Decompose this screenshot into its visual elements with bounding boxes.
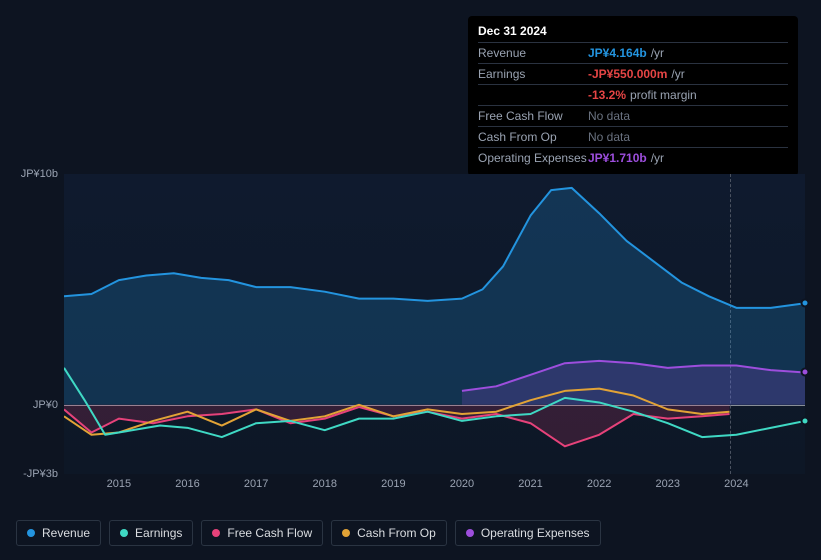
- tooltip-label: Earnings: [478, 67, 588, 81]
- legend-item-cash_from_op[interactable]: Cash From Op: [331, 520, 447, 546]
- y-tick-label: JP¥10b: [21, 168, 58, 180]
- tooltip-unit: profit margin: [630, 88, 697, 102]
- tooltip-value: JP¥4.164b: [588, 46, 647, 60]
- plot-area[interactable]: [64, 174, 805, 474]
- series-end-marker: [801, 368, 810, 377]
- x-tick-label: 2017: [244, 478, 268, 490]
- tooltip-value: -13.2%: [588, 88, 626, 102]
- x-tick-label: 2015: [107, 478, 131, 490]
- tooltip-unit: /yr: [671, 67, 684, 81]
- x-tick-label: 2016: [175, 478, 199, 490]
- series-end-marker: [801, 299, 810, 308]
- chart-legend: Revenue Earnings Free Cash Flow Cash From O…: [16, 520, 601, 546]
- legend-dot-icon: [27, 529, 35, 537]
- chart-svg: [64, 174, 805, 474]
- tooltip-row: Earnings-JP¥550.000m/yr: [478, 63, 788, 84]
- y-tick-label: JP¥0: [33, 399, 58, 411]
- x-tick-label: 2018: [312, 478, 336, 490]
- tooltip-label: Revenue: [478, 46, 588, 60]
- legend-label: Free Cash Flow: [227, 526, 312, 540]
- x-tick-label: 2022: [587, 478, 611, 490]
- legend-label: Revenue: [42, 526, 90, 540]
- chart-tooltip: Dec 31 2024 RevenueJP¥4.164b/yrEarnings-…: [468, 16, 798, 176]
- y-tick-label: -JP¥3b: [23, 468, 58, 480]
- financials-chart: JP¥10b JP¥0 -JP¥3b 2015 2016 2017 2018 2019 202…: [16, 160, 805, 515]
- tooltip-row: Free Cash FlowNo data: [478, 105, 788, 126]
- legend-label: Cash From Op: [357, 526, 436, 540]
- tooltip-nodata: No data: [588, 130, 630, 144]
- tooltip-label: Cash From Op: [478, 130, 588, 144]
- y-axis-labels: JP¥10b JP¥0 -JP¥3b: [16, 160, 64, 480]
- x-axis-labels: 2015 2016 2017 2018 2019 2020 2021 2022 2023 2024: [64, 478, 805, 498]
- legend-item-operating_expenses[interactable]: Operating Expenses: [455, 520, 601, 546]
- legend-dot-icon: [466, 529, 474, 537]
- x-tick-label: 2024: [724, 478, 748, 490]
- legend-dot-icon: [212, 529, 220, 537]
- tooltip-value: -JP¥550.000m: [588, 67, 667, 81]
- x-tick-label: 2023: [656, 478, 680, 490]
- x-tick-label: 2020: [450, 478, 474, 490]
- series-end-marker: [801, 416, 810, 425]
- tooltip-row: Cash From OpNo data: [478, 126, 788, 147]
- legend-dot-icon: [342, 529, 350, 537]
- x-tick-label: 2021: [518, 478, 542, 490]
- tooltip-nodata: No data: [588, 109, 630, 123]
- tooltip-unit: /yr: [651, 46, 664, 60]
- tooltip-date: Dec 31 2024: [478, 24, 788, 42]
- legend-dot-icon: [120, 529, 128, 537]
- tooltip-row: -13.2% profit margin: [478, 84, 788, 105]
- tooltip-label: Free Cash Flow: [478, 109, 588, 123]
- legend-item-earnings[interactable]: Earnings: [109, 520, 193, 546]
- legend-label: Earnings: [135, 526, 182, 540]
- legend-label: Operating Expenses: [481, 526, 590, 540]
- legend-item-revenue[interactable]: Revenue: [16, 520, 101, 546]
- legend-item-free_cash_flow[interactable]: Free Cash Flow: [201, 520, 323, 546]
- x-tick-label: 2019: [381, 478, 405, 490]
- tooltip-row: RevenueJP¥4.164b/yr: [478, 42, 788, 63]
